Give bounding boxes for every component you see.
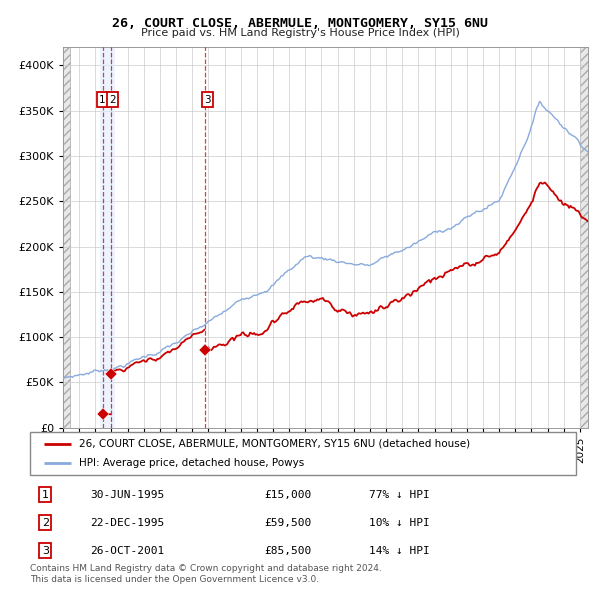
- Text: 1: 1: [99, 95, 106, 105]
- Text: £85,500: £85,500: [265, 546, 312, 556]
- Text: This data is licensed under the Open Government Licence v3.0.: This data is licensed under the Open Gov…: [30, 575, 319, 584]
- Bar: [580, 47, 588, 428]
- Text: Contains HM Land Registry data © Crown copyright and database right 2024.: Contains HM Land Registry data © Crown c…: [30, 565, 382, 573]
- Text: 3: 3: [42, 546, 49, 556]
- Text: £59,500: £59,500: [265, 518, 312, 527]
- Text: 26-OCT-2001: 26-OCT-2001: [90, 546, 164, 556]
- Text: 26, COURT CLOSE, ABERMULE, MONTGOMERY, SY15 6NU: 26, COURT CLOSE, ABERMULE, MONTGOMERY, S…: [112, 17, 488, 30]
- Bar: [63, 47, 70, 428]
- Text: 3: 3: [204, 95, 211, 105]
- Text: 2: 2: [42, 518, 49, 527]
- Text: 2: 2: [109, 95, 116, 105]
- Text: HPI: Average price, detached house, Powys: HPI: Average price, detached house, Powy…: [79, 458, 304, 468]
- Text: 30-JUN-1995: 30-JUN-1995: [90, 490, 164, 500]
- Text: 22-DEC-1995: 22-DEC-1995: [90, 518, 164, 527]
- Text: £15,000: £15,000: [265, 490, 312, 500]
- Text: Price paid vs. HM Land Registry's House Price Index (HPI): Price paid vs. HM Land Registry's House …: [140, 28, 460, 38]
- Bar: [100, 47, 115, 428]
- Text: 14% ↓ HPI: 14% ↓ HPI: [368, 546, 429, 556]
- FancyBboxPatch shape: [30, 432, 576, 475]
- Text: 77% ↓ HPI: 77% ↓ HPI: [368, 490, 429, 500]
- Text: 26, COURT CLOSE, ABERMULE, MONTGOMERY, SY15 6NU (detached house): 26, COURT CLOSE, ABERMULE, MONTGOMERY, S…: [79, 439, 470, 449]
- Text: 1: 1: [42, 490, 49, 500]
- Text: 10% ↓ HPI: 10% ↓ HPI: [368, 518, 429, 527]
